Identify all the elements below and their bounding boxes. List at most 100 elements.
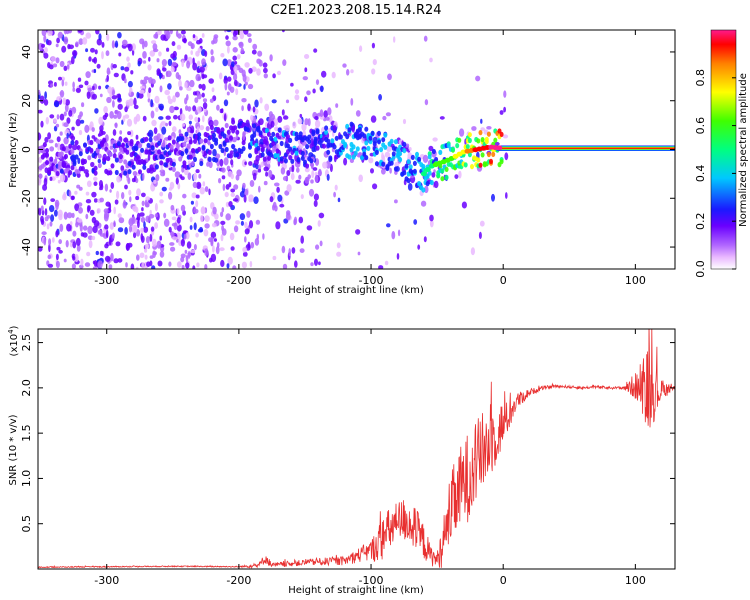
- spectrogram-cell: [322, 161, 328, 169]
- spectrogram-cell: [91, 58, 96, 63]
- spectrogram-cell: [95, 30, 100, 35]
- spectrogram-cell: [381, 168, 386, 175]
- spectrogram-cell: [75, 41, 79, 48]
- spectrogram-cell: [209, 124, 214, 131]
- spectrogram-cell: [91, 85, 95, 91]
- spectrogram-cell: [80, 119, 85, 124]
- spectrogram-cell: [156, 240, 162, 249]
- spectrogram-cell: [332, 125, 337, 131]
- spectrogram-cell: [64, 153, 68, 160]
- spectrogram-cell: [200, 215, 204, 223]
- spectrogram-cell: [288, 155, 293, 161]
- spectrogram-cell: [135, 195, 140, 201]
- spectrogram-cell: [59, 90, 65, 98]
- spectrogram-cell: [282, 176, 289, 181]
- spectrogram-cell: [368, 135, 373, 141]
- colorbar-tick-label: 0.8: [694, 69, 707, 87]
- spectrogram-cell: [334, 135, 339, 141]
- spectrogram-cell: [190, 200, 194, 205]
- spectrogram-cell: [63, 111, 67, 117]
- spectrogram-cell: [140, 235, 145, 243]
- spectrogram-cell: [347, 127, 352, 133]
- spectrogram-cell: [66, 212, 73, 219]
- spectrogram-cell: [248, 67, 253, 74]
- spectrogram-cell: [374, 161, 379, 167]
- spectrogram-data: [38, 30, 509, 269]
- spectrogram-cell: [313, 138, 318, 144]
- spectrogram-cell: [122, 200, 127, 209]
- spectrogram-cell: [157, 260, 163, 267]
- spectrogram-cell: [175, 177, 179, 185]
- spectrogram-cell: [85, 199, 92, 204]
- spectrogram-cell: [412, 168, 417, 174]
- spectrogram-cell: [45, 148, 49, 154]
- spectrogram-cell: [72, 50, 78, 57]
- spectrogram-cell: [311, 131, 316, 137]
- spectrogram-cell: [166, 47, 170, 52]
- spectrogram-cell: [139, 212, 145, 217]
- spectrogram-cell: [74, 190, 78, 195]
- spectrogram-cell: [308, 188, 315, 197]
- spectrogram-cell: [235, 88, 239, 96]
- spectrogram-cell: [338, 134, 343, 140]
- spectrogram-cell: [417, 181, 422, 187]
- spectrogram-cell: [493, 137, 498, 143]
- spectrogram-cell: [349, 121, 354, 127]
- spectrogram-cell: [345, 123, 350, 129]
- spectrogram-cell: [251, 66, 257, 72]
- spectrogram-cell: [63, 30, 68, 35]
- spectrogram-cell: [221, 167, 226, 173]
- spectrogram-cell: [127, 131, 132, 136]
- spectrogram-cell: [142, 51, 147, 59]
- spectrogram-cell: [118, 217, 125, 224]
- spectrogram-cell: [220, 147, 225, 154]
- spectrogram-cell: [226, 30, 232, 33]
- spectrogram-cell: [114, 40, 119, 48]
- y-tick-label: -20: [20, 189, 33, 207]
- spectrogram-cell: [94, 108, 99, 114]
- spectrogram-cell: [138, 143, 142, 149]
- snr-x-ticks: -300 -200 -100 0 100: [94, 329, 646, 587]
- spectrogram-cell: [105, 50, 110, 57]
- spectrogram-cell: [92, 225, 98, 234]
- spectrogram-cell: [256, 58, 262, 64]
- spectrogram-cell: [49, 114, 55, 119]
- spectrogram-cell: [153, 179, 157, 184]
- spectrogram-cell: [244, 228, 250, 235]
- spectrogram-cell: [187, 172, 192, 180]
- spectrogram-cell: [208, 78, 214, 84]
- spectrogram-cell: [421, 187, 426, 193]
- spectrogram-cell: [307, 134, 312, 140]
- spectrogram-cell: [94, 49, 98, 55]
- spectrogram-cell: [242, 246, 248, 253]
- spectrogram-cell: [186, 87, 192, 91]
- spectrogram-cell: [176, 208, 180, 215]
- spectrogram-cell: [72, 87, 76, 92]
- spectrogram-cell: [87, 155, 92, 161]
- spectrogram-cell: [268, 169, 273, 178]
- spectrogram-cell: [41, 231, 47, 236]
- spectrogram-cell: [93, 68, 97, 74]
- spectrogram-cell: [163, 212, 167, 219]
- spectrogram-cell: [386, 223, 391, 228]
- spectrogram-cell: [258, 185, 261, 193]
- spectrogram-cell: [454, 174, 459, 180]
- spectrogram-cell: [140, 79, 144, 85]
- spectrogram-cell: [147, 129, 154, 138]
- spectrogram-cell: [115, 241, 121, 247]
- spectrogram-cell: [277, 115, 283, 123]
- spectrogram-cell: [144, 136, 149, 142]
- spectrogram-cell: [114, 199, 119, 205]
- spectrogram-cell: [232, 265, 237, 269]
- spectrogram-cell: [106, 155, 111, 162]
- spectrogram-cell: [99, 197, 104, 203]
- spectrogram-cell: [129, 196, 132, 203]
- spectrogram-cell: [190, 148, 195, 154]
- spectrogram-cell: [260, 152, 265, 158]
- spectrogram-cell: [228, 181, 232, 188]
- spectrogram-cell: [218, 178, 222, 184]
- spectrogram-cell: [127, 43, 133, 52]
- spectrogram-cell: [244, 81, 248, 86]
- x-tick-label: 100: [625, 274, 646, 287]
- spectrogram-cell: [66, 223, 72, 232]
